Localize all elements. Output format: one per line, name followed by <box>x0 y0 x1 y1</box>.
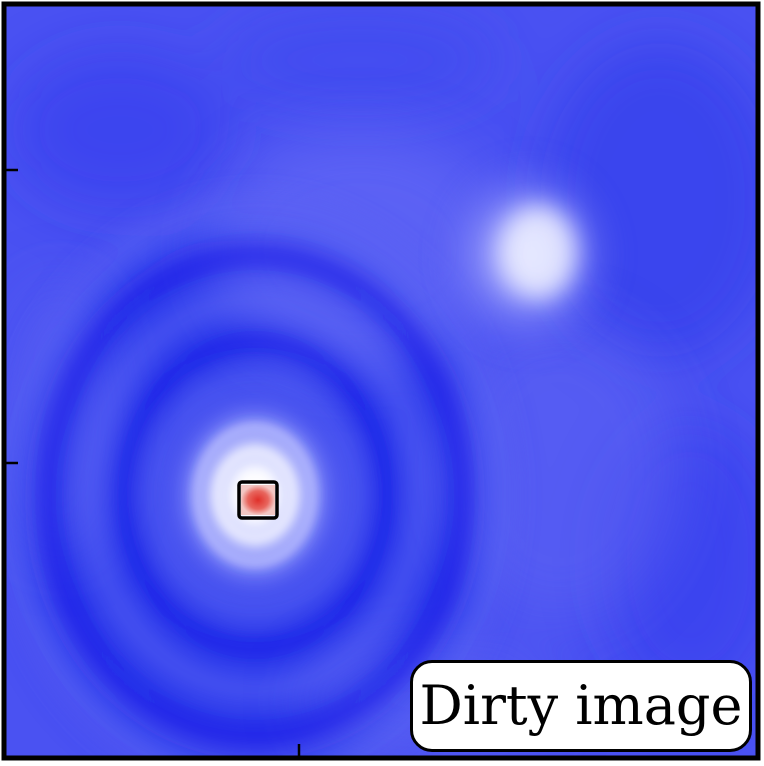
secondary-source <box>433 150 623 360</box>
peak-pixel <box>241 485 275 515</box>
panel-label-box: Dirty image <box>410 660 752 752</box>
panel-label: Dirty image <box>419 674 743 737</box>
peak-selection-box[interactable] <box>237 480 279 520</box>
